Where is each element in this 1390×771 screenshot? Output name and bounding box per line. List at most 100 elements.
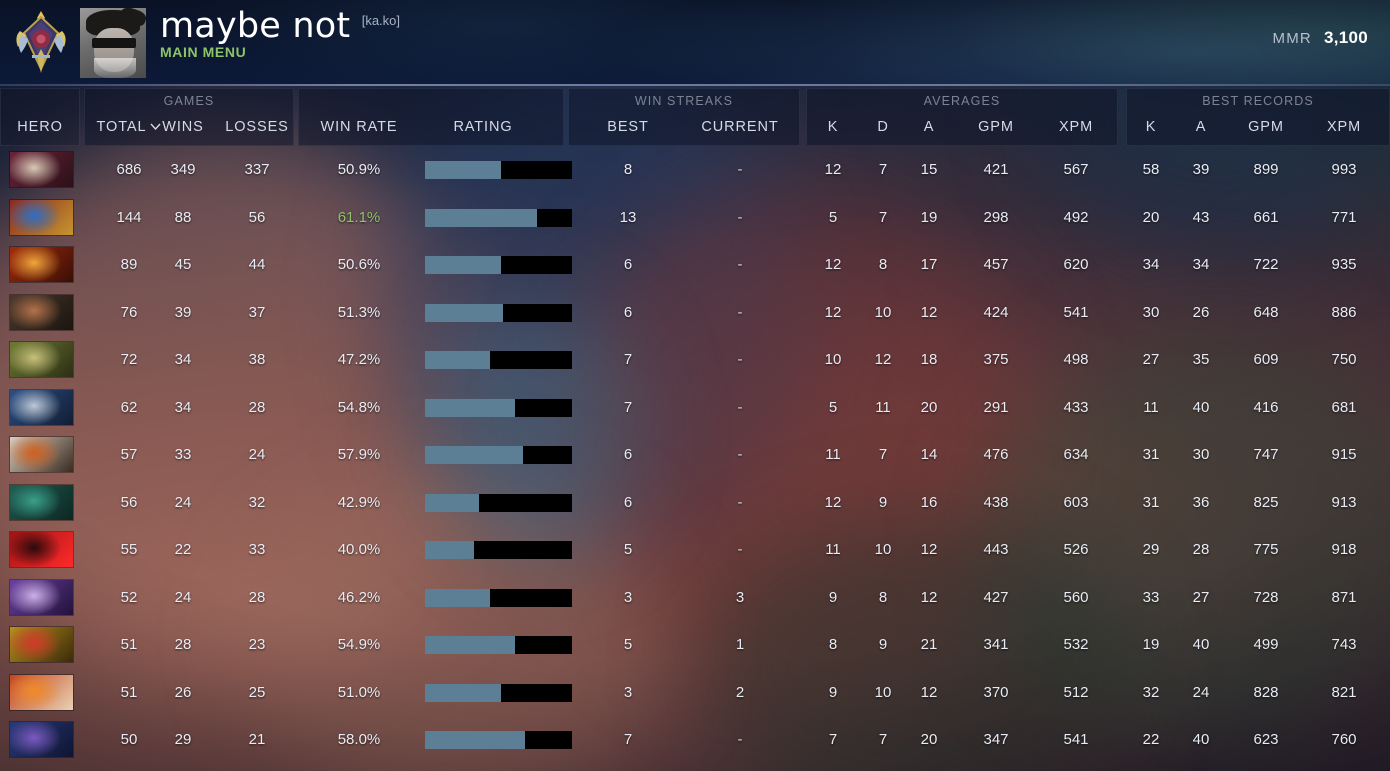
avg-k-cell: 9: [828, 588, 838, 606]
column-header-hero[interactable]: HERO: [17, 119, 63, 135]
column-header-best-k[interactable]: K: [1145, 119, 1157, 135]
streak-current-cell: -: [737, 541, 743, 558]
best-a-cell: 43: [1192, 208, 1210, 226]
column-header-best-xpm[interactable]: XPM: [1326, 119, 1362, 135]
avg-gpm-cell: 443: [983, 541, 1009, 558]
win-streaks-group-title: WIN STREAKS: [634, 94, 734, 108]
column-header-streak-best[interactable]: BEST: [607, 119, 649, 135]
column-header-rating[interactable]: RATING: [453, 119, 513, 135]
hero-alchemist-icon[interactable]: [10, 342, 73, 377]
avg-gpm-cell: 291: [983, 398, 1009, 416]
avg-k-cell: 12: [824, 161, 842, 178]
table-row[interactable]: 55 22 33 40.0% 5 - 11 10 12 443 526 29 28 775 918: [0, 526, 1390, 574]
avg-d-cell: 8: [878, 256, 888, 273]
column-header-total[interactable]: TOTAL: [84, 115, 174, 139]
table-row[interactable]: 72 34 38 47.2% 7 - 10 12 18 375 498 27 35 609 750: [0, 336, 1390, 384]
streak-best-cell: 6: [623, 493, 633, 511]
hero-legion-commander-icon[interactable]: [10, 627, 73, 662]
table-row[interactable]: 686 349 337 50.9% 8 - 12 7 15 421 567 58 39 899 993: [0, 146, 1390, 194]
best-a-cell: 27: [1192, 588, 1210, 606]
streak-best-cell: 8: [623, 161, 633, 178]
column-header-avg-a[interactable]: A: [923, 119, 935, 135]
hero-slark-icon[interactable]: [10, 484, 73, 520]
streak-current-cell: -: [737, 303, 743, 321]
total-cell: 55: [120, 541, 138, 558]
avg-gpm-cell: 438: [983, 493, 1009, 511]
avg-xpm-cell: 634: [1063, 446, 1089, 463]
best-gpm-cell: 499: [1253, 636, 1279, 653]
total-cell: 50: [120, 731, 138, 748]
avg-d-cell: 7: [878, 446, 888, 463]
best-gpm-cell: 825: [1253, 493, 1279, 511]
table-row[interactable]: 52 24 28 46.2% 3 3 9 8 12 427 560 33 27 728 871: [0, 574, 1390, 622]
hero-ogre-magi-icon[interactable]: [10, 199, 73, 235]
avg-xpm-cell: 526: [1063, 541, 1089, 558]
best-a-cell: 40: [1192, 398, 1210, 416]
main-menu-label[interactable]: MAIN MENU: [160, 44, 247, 60]
best-k-cell: 33: [1142, 588, 1160, 606]
losses-cell: 33: [248, 541, 266, 558]
table-row[interactable]: 57 33 24 57.9% 6 - 11 7 14 476 634 31 30 747 915: [0, 431, 1390, 479]
table-row[interactable]: 76 39 37 51.3% 6 - 12 10 12 424 541 30 26 648 886: [0, 289, 1390, 337]
hero-shadow-fiend-icon[interactable]: [10, 532, 73, 567]
avg-k-cell: 11: [825, 541, 841, 558]
column-header-best-gpm[interactable]: GPM: [1248, 119, 1284, 135]
streak-current-cell: -: [737, 351, 743, 368]
hero-razor-icon[interactable]: [10, 389, 73, 425]
table-row[interactable]: 56 24 32 42.9% 6 - 12 9 16 438 603 31 36 825 913: [0, 479, 1390, 527]
table-row[interactable]: 51 28 23 54.9% 5 1 8 9 21 341 532 19 40 499 743: [0, 621, 1390, 669]
table-header: GAMES WIN STREAKS AVERAGES BEST RECORDS …: [0, 88, 1390, 146]
win-rate-cell: 54.8%: [337, 398, 381, 416]
hero-ember-icon[interactable]: [10, 247, 73, 282]
rating-bar: [425, 256, 572, 274]
wins-cell: 88: [174, 208, 192, 226]
column-header-losses[interactable]: LOSSES: [225, 119, 289, 135]
win-rate-cell: 51.0%: [337, 683, 381, 701]
hero-invoker-icon[interactable]: [10, 152, 73, 187]
rating-bar-fill: [425, 161, 502, 179]
losses-cell: 44: [248, 256, 266, 273]
hero-spectre-icon[interactable]: [10, 579, 73, 615]
wins-cell: 24: [174, 493, 192, 511]
streak-best-cell: 7: [623, 398, 633, 416]
avg-d-cell: 7: [878, 208, 888, 226]
table-row[interactable]: 51 26 25 51.0% 3 2 9 10 12 370 512 32 24 828 821: [0, 669, 1390, 717]
losses-cell: 28: [248, 588, 266, 606]
win-rate-cell: 46.2%: [337, 588, 381, 606]
column-header-win-rate[interactable]: WIN RATE: [320, 119, 398, 135]
best-a-cell: 26: [1192, 303, 1210, 321]
avg-a-cell: 16: [920, 493, 938, 511]
column-header-wins[interactable]: WINS: [162, 119, 204, 135]
table-row[interactable]: 50 29 21 58.0% 7 - 7 7 20 347 541 22 40 623 760: [0, 716, 1390, 764]
column-header-streak-current[interactable]: CURRENT: [701, 119, 779, 135]
avg-a-cell: 19: [920, 208, 938, 226]
best-a-cell: 30: [1192, 446, 1210, 463]
hero-mirana-icon[interactable]: [10, 722, 73, 757]
total-cell: 51: [120, 636, 138, 653]
table-row[interactable]: 144 88 56 61.1% 13 - 5 7 19 298 492 20 43 661 771: [0, 194, 1390, 242]
best-a-cell: 28: [1192, 541, 1210, 558]
avg-xpm-cell: 541: [1063, 303, 1089, 321]
rating-bar-fill: [425, 446, 524, 464]
hero-stats-table[interactable]: 686 349 337 50.9% 8-12 7 15 421 567 58 39 899 993 144…: [0, 146, 1390, 771]
best-k-cell: 31: [1142, 493, 1160, 511]
rating-bar: [425, 303, 572, 322]
hero-lina-icon[interactable]: [10, 674, 73, 710]
best-gpm-cell: 899: [1253, 161, 1279, 178]
column-header-avg-d[interactable]: D: [877, 119, 889, 135]
column-header-best-a[interactable]: A: [1195, 119, 1207, 135]
avg-xpm-cell: 512: [1063, 683, 1089, 701]
table-row[interactable]: 62 34 28 54.8% 7 - 5 11 20 291 433 11 40 416 681: [0, 384, 1390, 432]
best-xpm-cell: 913: [1331, 493, 1357, 511]
column-header-avg-k[interactable]: K: [827, 119, 839, 135]
streak-best-cell: 6: [623, 256, 633, 273]
total-cell: 72: [120, 351, 138, 368]
hero-beastmaster-icon[interactable]: [10, 294, 73, 330]
column-header-avg-xpm[interactable]: XPM: [1058, 119, 1094, 135]
table-row[interactable]: 89 45 44 50.6% 6 - 12 8 17 457 620 34 34 722 935: [0, 241, 1390, 289]
avg-a-cell: 12: [920, 588, 938, 606]
column-header-avg-gpm[interactable]: GPM: [978, 119, 1014, 135]
best-gpm-cell: 775: [1253, 541, 1279, 558]
best-xpm-cell: 915: [1331, 446, 1357, 463]
hero-juggernaut-icon[interactable]: [10, 437, 73, 472]
